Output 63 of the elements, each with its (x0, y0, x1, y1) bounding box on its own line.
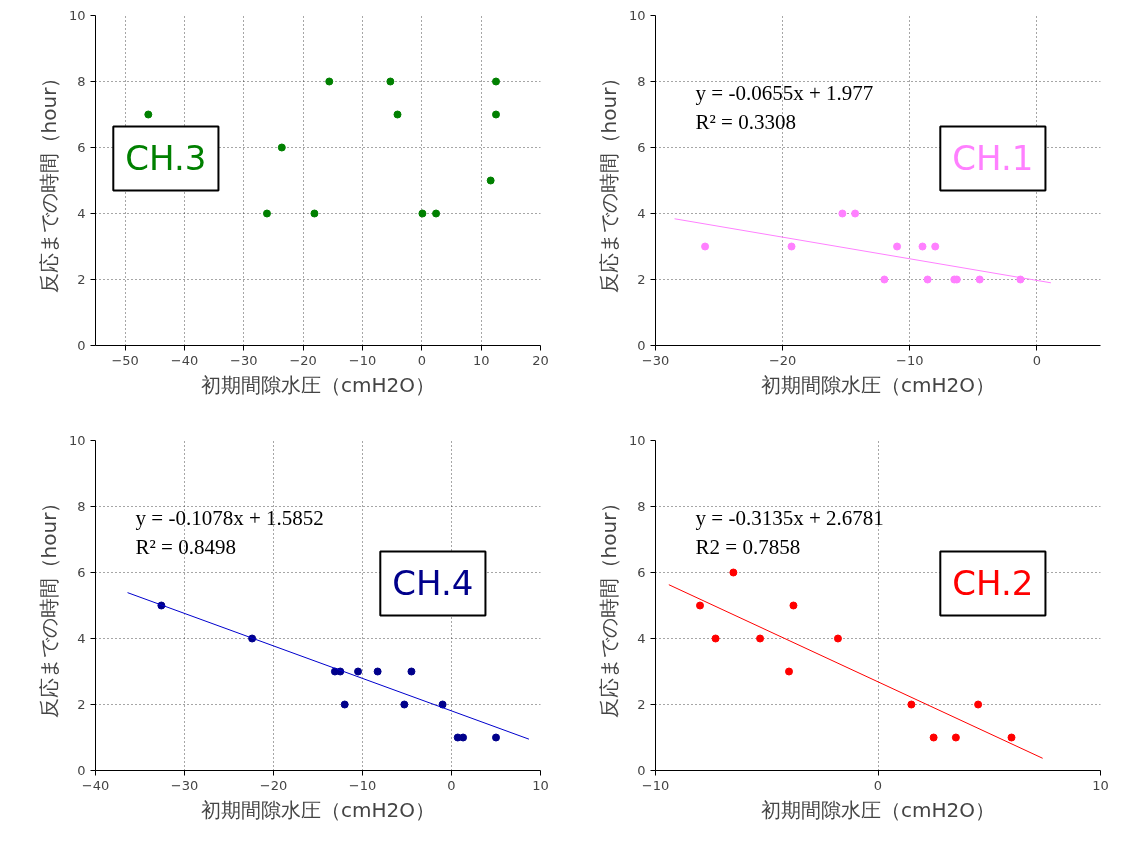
y-tick-label: 8 (77, 499, 86, 514)
y-tick-label: 2 (637, 697, 646, 712)
x-tick-label: 0 (1032, 352, 1042, 368)
x-tick-label: 10 (532, 777, 549, 793)
annotation: R² = 0.3308 (695, 110, 796, 135)
annotation: y = -0.3135x + 2.6781 (695, 505, 884, 530)
y-axis-title: 反応までの時間（hour） (596, 67, 621, 294)
y-tick-label: 2 (77, 272, 86, 287)
y-tick-label: 4 (77, 206, 86, 221)
x-tick-label: −30 (641, 352, 670, 368)
x-tick-label: 20 (532, 352, 549, 368)
annotation: CH.1 (952, 138, 1034, 179)
x-tick-label: −40 (170, 352, 199, 368)
x-axis-title: 初期間隙水圧（cmH2O） (201, 797, 435, 822)
y-tick-label: 10 (68, 8, 86, 23)
y-tick-label: 6 (637, 565, 646, 580)
annotation: R² = 0.8498 (135, 535, 236, 560)
x-tick-label: −30 (170, 777, 199, 793)
y-tick-label: 2 (77, 697, 86, 712)
y-tick-label: 6 (637, 140, 646, 155)
x-tick-label: −40 (81, 777, 110, 793)
y-tick-label: 0 (637, 338, 646, 353)
x-tick-label: −50 (111, 352, 139, 368)
y-axis-title: 反応までの時間（hour） (36, 492, 61, 719)
x-axis-title: 初期間隙水圧（cmH2O） (761, 797, 995, 822)
y-tick-label: 10 (628, 8, 646, 23)
y-tick-label: 8 (637, 74, 646, 89)
annotation: y = -0.0655x + 1.977 (695, 80, 874, 105)
x-tick-label: 0 (873, 777, 883, 793)
x-axis-title: 初期間隙水圧（cmH2O） (201, 372, 435, 397)
annotation: R2 = 0.7858 (695, 535, 801, 560)
y-tick-label: 0 (77, 338, 86, 353)
y-tick-label: 4 (637, 206, 646, 221)
y-tick-label: 10 (628, 433, 646, 448)
y-tick-label: 0 (637, 763, 646, 778)
y-tick-label: 6 (77, 565, 86, 580)
y-tick-label: 8 (637, 499, 646, 514)
annotation: CH.3 (125, 138, 207, 179)
x-tick-label: −30 (230, 352, 258, 368)
x-tick-label: 10 (472, 352, 490, 368)
x-tick-label: 10 (1092, 777, 1109, 793)
x-tick-label: −20 (259, 777, 288, 793)
annotation: y = -0.1078x + 1.5852 (135, 505, 324, 530)
y-axis-title: 反応までの時間（hour） (36, 67, 61, 294)
y-tick-label: 2 (637, 272, 646, 287)
y-tick-label: 4 (637, 631, 646, 646)
annotation: CH.4 (392, 563, 474, 604)
x-tick-label: 0 (417, 352, 426, 368)
y-tick-label: 6 (77, 140, 86, 155)
annotation: CH.2 (952, 563, 1034, 604)
x-tick-label: −10 (348, 352, 377, 368)
y-tick-label: 4 (77, 631, 86, 646)
y-tick-label: 10 (68, 433, 86, 448)
y-axis-title: 反応までの時間（hour） (596, 492, 621, 719)
x-tick-label: −10 (641, 777, 670, 793)
x-tick-label: −20 (289, 352, 317, 368)
y-tick-label: 8 (77, 74, 86, 89)
x-tick-label: 0 (447, 777, 456, 793)
x-axis-title: 初期間隙水圧（cmH2O） (761, 372, 995, 397)
x-tick-label: −10 (896, 352, 924, 368)
y-tick-label: 0 (77, 763, 86, 778)
x-tick-label: −20 (768, 352, 797, 368)
x-tick-label: −10 (348, 777, 377, 793)
